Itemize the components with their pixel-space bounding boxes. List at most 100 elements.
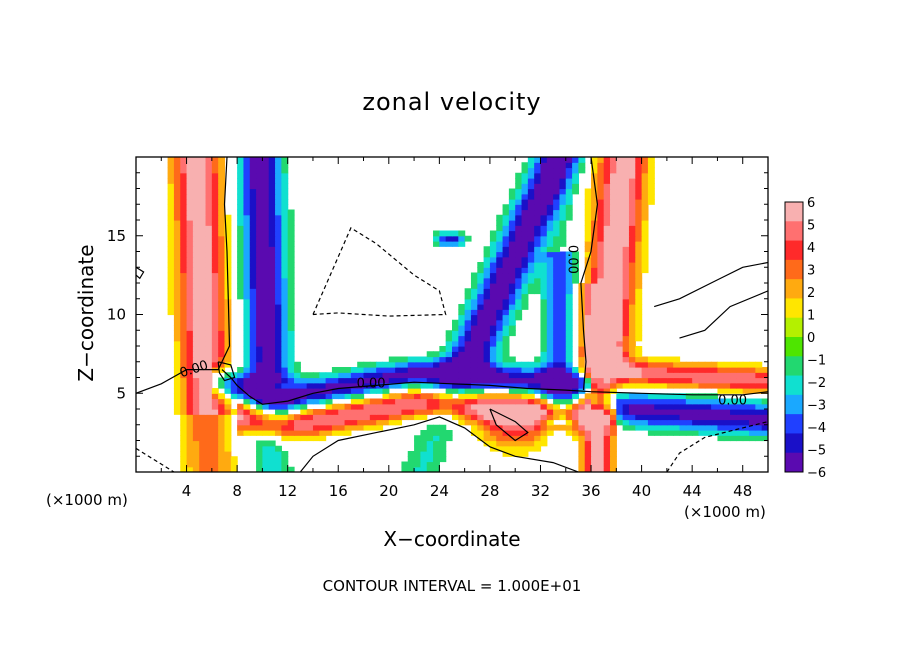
field-cell: [464, 361, 472, 368]
field-cell: [610, 351, 617, 358]
field-cell: [268, 456, 276, 463]
field-cell: [502, 288, 510, 295]
field-cell: [711, 377, 719, 384]
field-cell: [426, 398, 434, 405]
field-cell: [363, 419, 371, 426]
field-cell: [628, 172, 636, 179]
field-cell: [173, 346, 181, 352]
field-cell: [420, 372, 428, 379]
field-cell: [180, 283, 188, 289]
field-cell: [521, 178, 529, 184]
field-cell: [464, 340, 472, 347]
field-cell: [180, 230, 188, 237]
field-cell: [540, 398, 548, 405]
field-cell: [237, 288, 245, 295]
field-cell: [180, 372, 188, 379]
field-cell: [414, 435, 421, 442]
field-cell: [249, 193, 257, 200]
field-cell: [622, 277, 630, 284]
field-cell: [173, 204, 181, 211]
field-cell: [173, 199, 181, 205]
field-cell: [256, 162, 263, 169]
field-cell: [407, 403, 415, 410]
field-cell: [622, 319, 630, 326]
field-cell: [635, 298, 643, 305]
field-cell: [502, 424, 510, 431]
field-cell: [369, 388, 377, 394]
field-cell: [616, 204, 624, 211]
field-cell: [572, 372, 579, 379]
field-cell: [704, 393, 712, 400]
field-cell: [673, 419, 681, 426]
field-cell: [180, 167, 188, 174]
field-cell: [521, 272, 529, 279]
field-cell: [616, 288, 624, 295]
field-cell: [180, 461, 188, 468]
field-cell: [287, 246, 295, 253]
field-cell: [628, 409, 636, 415]
field-cell: [173, 157, 181, 163]
field-cell: [534, 445, 542, 452]
field-cell: [186, 304, 194, 310]
field-cell: [237, 409, 245, 415]
field-cell: [452, 403, 459, 410]
field-cell: [591, 445, 598, 452]
field-cell: [534, 193, 542, 200]
field-cell: [521, 414, 529, 421]
field-cell: [553, 172, 561, 179]
field-cell: [515, 251, 523, 258]
field-cell: [256, 256, 263, 263]
field-cell: [477, 419, 485, 426]
field-cell: [186, 288, 194, 295]
field-cell: [205, 214, 213, 221]
field-cell: [167, 162, 175, 169]
field-cell: [256, 430, 263, 436]
field-cell: [616, 157, 624, 163]
field-cell: [489, 346, 497, 352]
field-cell: [591, 398, 598, 405]
field-cell: [717, 377, 725, 384]
field-cell: [704, 372, 712, 379]
field-cell: [527, 277, 535, 284]
field-cell: [502, 419, 510, 426]
field-cell: [647, 188, 655, 195]
field-cell: [420, 377, 428, 384]
field-cell: [464, 351, 472, 358]
field-cell: [515, 440, 523, 447]
field-cell: [243, 162, 251, 169]
field-cell: [281, 382, 289, 389]
field-cell: [553, 314, 561, 321]
field-cell: [540, 424, 548, 431]
field-cell: [426, 466, 434, 472]
field-cell: [350, 388, 358, 394]
field-cell: [281, 361, 289, 368]
field-cell: [420, 414, 428, 421]
field-cell: [199, 293, 207, 300]
field-cell: [281, 409, 289, 415]
field-cell: [192, 188, 200, 195]
field-cell: [527, 430, 535, 436]
field-cell: [666, 403, 674, 410]
field-cell: [237, 162, 245, 169]
field-cell: [262, 377, 270, 384]
field-cell: [508, 293, 516, 300]
field-cell: [584, 262, 592, 268]
field-cell: [628, 330, 636, 337]
field-cell: [458, 235, 466, 242]
field-cell: [199, 325, 207, 331]
field-cell: [553, 356, 561, 363]
field-cell: [319, 372, 327, 379]
field-cell: [470, 351, 478, 358]
field-cell: [508, 225, 516, 232]
field-cell: [262, 419, 270, 426]
field-cell: [281, 214, 289, 221]
field-cell: [496, 346, 504, 352]
field-cell: [281, 309, 289, 316]
field-cell: [205, 361, 213, 368]
field-cell: [597, 330, 605, 337]
field-cell: [249, 335, 257, 342]
field-cell: [363, 398, 371, 405]
zero-contour: [221, 369, 768, 405]
field-cell: [199, 288, 207, 295]
field-cell: [616, 382, 624, 389]
